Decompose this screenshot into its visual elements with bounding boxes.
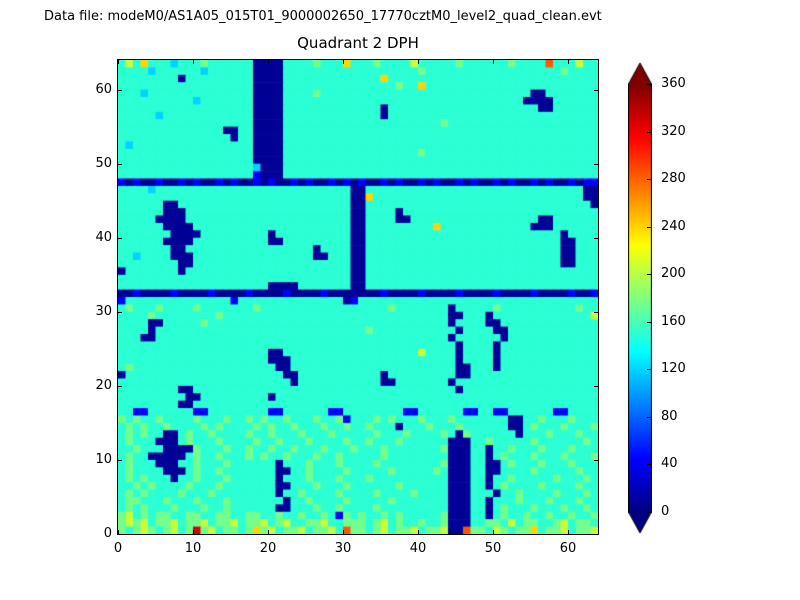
y-tick-mark [594, 534, 598, 535]
y-tick-label: 40 [95, 230, 112, 245]
x-tick-mark [118, 530, 119, 534]
x-tick-mark [268, 530, 269, 534]
x-tick-label: 0 [113, 541, 123, 556]
x-tick-mark [493, 60, 494, 64]
heatmap-axes-frame [117, 59, 599, 535]
x-tick-mark [268, 60, 269, 64]
colorbar-tick-mark [647, 464, 651, 465]
y-tick-mark [118, 460, 122, 461]
x-tick-label: 20 [259, 541, 277, 556]
y-tick-label: 0 [103, 526, 112, 541]
x-tick-mark [343, 60, 344, 64]
colorbar-tick-mark [647, 274, 651, 275]
x-tick-mark [118, 60, 119, 64]
y-tick-mark [118, 90, 122, 91]
colorbar-tick-label: 120 [661, 361, 686, 376]
heatmap-image [118, 60, 598, 534]
x-tick-mark [343, 530, 344, 534]
x-tick-label: 40 [409, 541, 427, 556]
y-tick-mark [118, 238, 122, 239]
y-tick-mark [594, 460, 598, 461]
colorbar-tick-mark [647, 417, 651, 418]
colorbar-tick-mark [647, 322, 651, 323]
colorbar-tick-mark [647, 179, 651, 180]
y-tick-mark [594, 164, 598, 165]
x-tick-label: 60 [559, 541, 577, 556]
y-tick-mark [118, 534, 122, 535]
y-tick-label: 50 [95, 156, 112, 171]
colorbar-tick-mark [647, 132, 651, 133]
y-tick-label: 60 [95, 82, 112, 97]
colorbar-tick-label: 160 [661, 314, 686, 329]
colorbar-tick-label: 80 [661, 409, 678, 424]
x-tick-mark [193, 530, 194, 534]
colorbar-tick-label: 280 [661, 171, 686, 186]
x-tick-mark [493, 530, 494, 534]
y-tick-mark [118, 312, 122, 313]
x-tick-mark [568, 530, 569, 534]
colorbar-tick-label: 320 [661, 124, 686, 139]
x-tick-mark [418, 530, 419, 534]
y-tick-mark [118, 164, 122, 165]
colorbar-tick-label: 240 [661, 219, 686, 234]
colorbar-tick-mark [647, 84, 651, 85]
y-tick-label: 20 [95, 378, 112, 393]
y-tick-mark [594, 386, 598, 387]
colorbar-tick-label: 200 [661, 266, 686, 281]
x-tick-mark [418, 60, 419, 64]
x-tick-label: 10 [184, 541, 202, 556]
y-tick-label: 30 [95, 304, 112, 319]
x-tick-label: 30 [334, 541, 352, 556]
x-tick-mark [193, 60, 194, 64]
x-tick-mark [568, 60, 569, 64]
colorbar-tick-label: 40 [661, 456, 678, 471]
colorbar-tick-mark [647, 227, 651, 228]
colorbar [628, 62, 652, 534]
y-tick-mark [594, 312, 598, 313]
colorbar-tick-label: 360 [661, 76, 686, 91]
y-tick-mark [594, 90, 598, 91]
colorbar-tick-mark [647, 369, 651, 370]
colorbar-tick-mark [647, 512, 651, 513]
colorbar-tick-label: 0 [661, 504, 670, 519]
y-tick-mark [118, 386, 122, 387]
y-tick-mark [594, 238, 598, 239]
x-tick-label: 50 [484, 541, 502, 556]
data-file-label: Data file: modeM0/AS1A05_015T01_90000026… [44, 9, 602, 24]
y-tick-label: 10 [95, 452, 112, 467]
plot-title: Quadrant 2 DPH [297, 34, 419, 52]
